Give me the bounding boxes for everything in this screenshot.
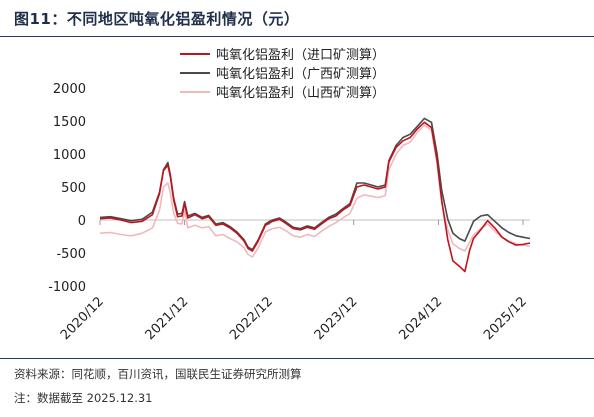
legend-label-0: 吨氧化铝盈利（进口矿测算） [216, 48, 385, 63]
x-tick-label: 2021/12 [143, 294, 192, 343]
series-line-1 [99, 117, 531, 251]
series-layer [99, 117, 531, 273]
y-tick-label: -500 [56, 247, 86, 262]
title-bar: 图11：不同地区吨氧化铝盈利情况（元） [0, 0, 594, 37]
series-line-2 [99, 124, 531, 258]
x-tick-label: 2024/12 [397, 294, 446, 343]
legend-label-1: 吨氧化铝盈利（广西矿测算） [216, 67, 385, 82]
footer-divider [0, 358, 594, 359]
date-note: 注：数据截至 2025.12.31 [14, 391, 153, 405]
x-tick-label: 2022/12 [227, 294, 276, 343]
y-tick-label: -1000 [48, 280, 86, 295]
y-tick-label: 1500 [53, 115, 86, 130]
axes-layer: -1000 -500 0 500 1000 1500 2000 2020/12 2021/12 2… [48, 82, 530, 343]
source-note: 资料来源：同花顺，百川资讯，国联民生证券研究所测算 [14, 367, 302, 381]
x-tick-label: 2023/12 [312, 294, 361, 343]
legend-label-2: 吨氧化铝盈利（山西矿测算） [216, 86, 385, 101]
y-tick-label: 1000 [53, 148, 86, 163]
figure-title: 图11：不同地区吨氧化铝盈利情况（元） [14, 10, 300, 28]
series-line-0 [99, 121, 531, 273]
legend: 吨氧化铝盈利（进口矿测算） 吨氧化铝盈利（广西矿测算） 吨氧化铝盈利（山西矿测算） [180, 48, 385, 101]
x-tick-label: 2020/12 [58, 294, 107, 343]
y-tick-label: 0 [78, 214, 86, 229]
y-tick-label: 2000 [53, 82, 86, 97]
x-tick-label: 2025/12 [481, 294, 530, 343]
line-chart: -1000 -500 0 500 1000 1500 2000 2020/12 2021/12 2… [48, 48, 531, 343]
y-tick-label: 500 [61, 181, 86, 196]
